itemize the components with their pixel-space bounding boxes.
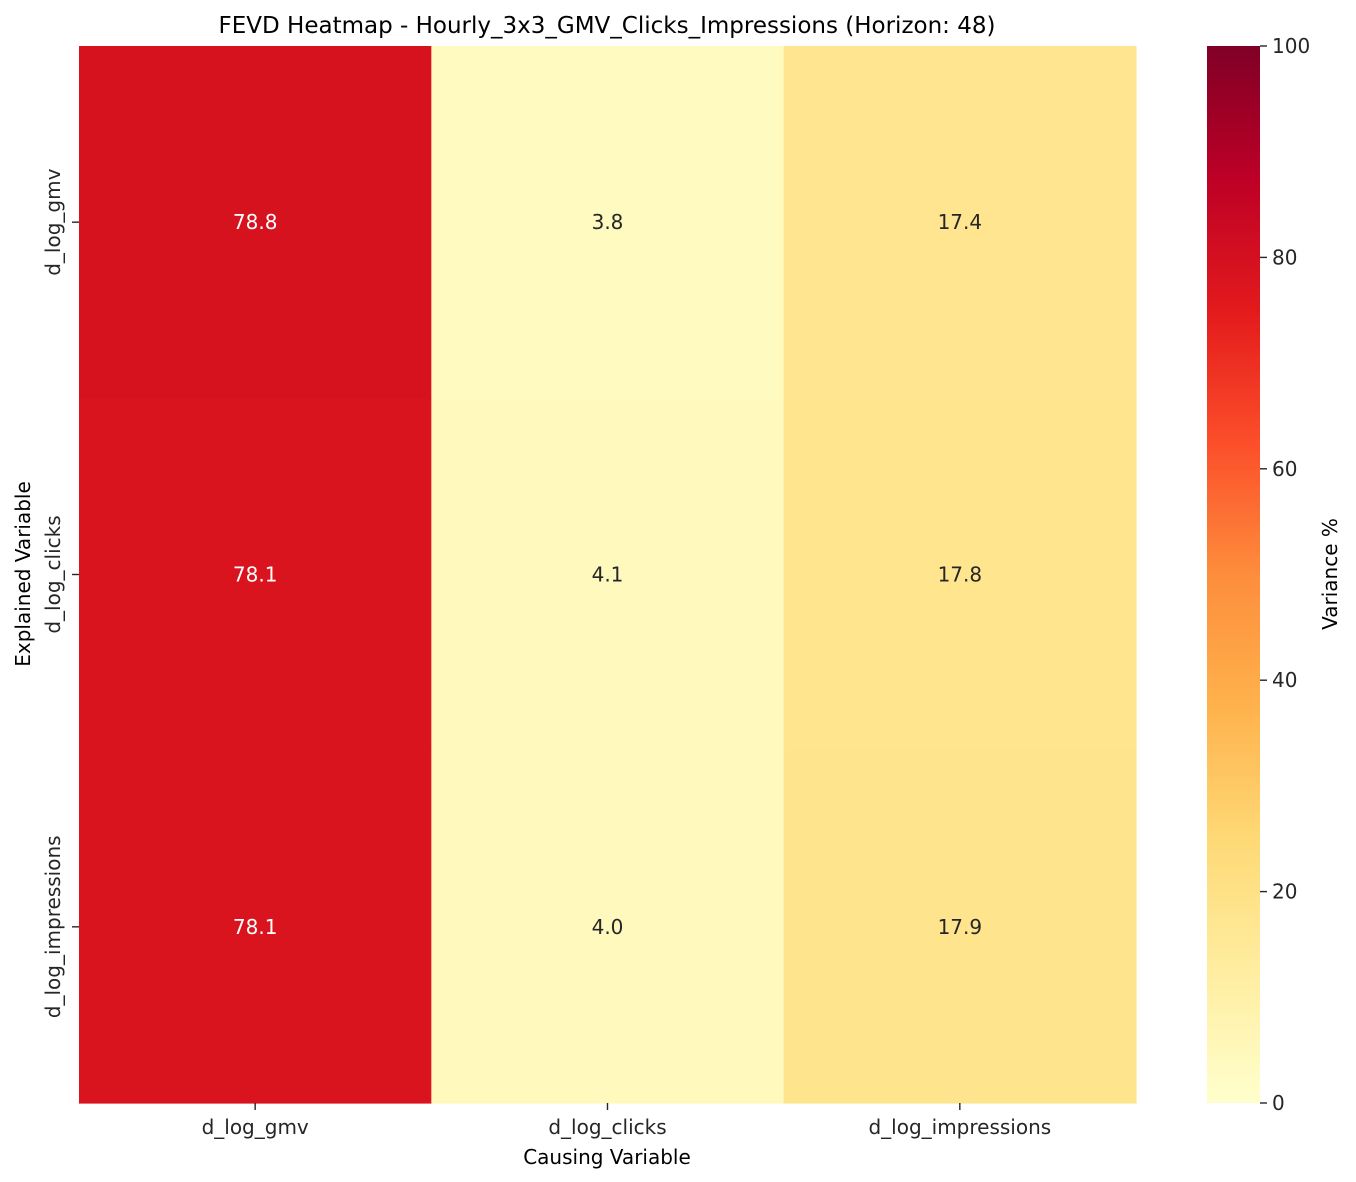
colorbar-tick-label: 20: [1272, 880, 1297, 904]
heatmap-cell: [79, 46, 432, 399]
heatmap-cell: [79, 398, 432, 752]
x-tick-label: d_log_clicks: [548, 1115, 666, 1139]
cell-value-label: 78.8: [233, 210, 278, 234]
heatmap-cells: 78.8 3.8 17.4 78.1 4.1 17.8 78.1 4.0 17.9: [79, 46, 1137, 1104]
cell-value-label: 17.8: [938, 563, 983, 587]
x-axis-label: Causing Variable: [523, 1145, 691, 1169]
heatmap-cell: [783, 46, 1137, 399]
heatmap-cell: [431, 46, 785, 399]
heatmap-cell: [783, 750, 1137, 1104]
y-tick-label: d_log_impressions: [41, 835, 65, 1018]
colorbar-tick-label: 80: [1272, 245, 1297, 269]
cell-value-label: 78.1: [233, 915, 278, 939]
colorbar-tick-label: 100: [1272, 34, 1310, 58]
x-tick-label: d_log_gmv: [202, 1115, 309, 1139]
x-axis-ticks: d_log_gmv d_log_clicks d_log_impressions: [202, 1103, 1051, 1139]
heatmap-cell: [79, 750, 432, 1104]
colorbar-label: Variance %: [1318, 518, 1342, 630]
heatmap-cell: [783, 398, 1137, 752]
heatmap-cell: [431, 398, 785, 752]
colorbar: 0 20 40 60 80 100 Variance %: [1207, 34, 1342, 1115]
colorbar-tick-label: 0: [1272, 1091, 1285, 1115]
heatmap-cell: [431, 750, 785, 1104]
y-tick-label: d_log_gmv: [41, 168, 65, 275]
cell-value-label: 4.1: [592, 563, 624, 587]
cell-value-label: 78.1: [233, 563, 278, 587]
y-tick-label: d_log_clicks: [41, 515, 65, 633]
colorbar-ticks: 0 20 40 60 80 100: [1260, 34, 1310, 1115]
cell-value-label: 4.0: [592, 915, 624, 939]
colorbar-tick-label: 60: [1272, 457, 1297, 481]
y-axis-ticks: d_log_gmv d_log_clicks d_log_impressions: [41, 168, 79, 1018]
x-tick-label: d_log_impressions: [868, 1115, 1051, 1139]
colorbar-tick-label: 40: [1272, 668, 1297, 692]
cell-value-label: 17.4: [938, 210, 983, 234]
chart-title: FEVD Heatmap - Hourly_3x3_GMV_Clicks_Imp…: [219, 13, 996, 39]
cell-value-label: 3.8: [592, 210, 624, 234]
y-axis-label: Explained Variable: [11, 481, 35, 667]
colorbar-gradient: [1207, 46, 1260, 1103]
cell-value-label: 17.9: [938, 915, 983, 939]
